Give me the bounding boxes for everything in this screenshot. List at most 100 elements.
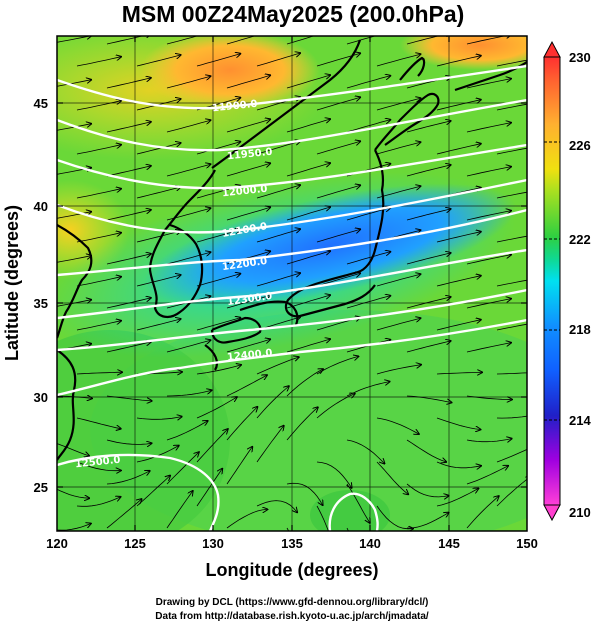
x-tick-label: 125 bbox=[124, 536, 146, 551]
streamline bbox=[406, 439, 446, 462]
streamline bbox=[166, 340, 210, 353]
streamline bbox=[436, 489, 478, 507]
streamline bbox=[496, 191, 527, 199]
height-contours bbox=[57, 64, 527, 531]
streamline bbox=[226, 375, 267, 397]
streamline bbox=[196, 429, 228, 463]
x-axis-label: Longitude (degrees) bbox=[205, 560, 378, 580]
streamline bbox=[76, 497, 121, 507]
colorbar-tick-label: 210 bbox=[569, 505, 591, 520]
streamline bbox=[466, 255, 511, 265]
streamline bbox=[406, 36, 451, 45]
colorbar-tick-label: 222 bbox=[569, 232, 591, 247]
streamline bbox=[466, 439, 512, 442]
colorbar-min-triangle bbox=[543, 504, 561, 522]
streamline bbox=[496, 415, 527, 419]
streamline bbox=[106, 122, 151, 133]
x-tick-label: 130 bbox=[202, 536, 224, 551]
streamline bbox=[466, 343, 511, 353]
x-tick-label: 120 bbox=[46, 536, 68, 551]
credit-line-data: Data from http://database.rish.kyoto-u.a… bbox=[155, 611, 429, 622]
streamline bbox=[57, 443, 89, 456]
streamline bbox=[346, 36, 377, 45]
streamline bbox=[407, 513, 449, 529]
graticule bbox=[57, 36, 527, 531]
streamline bbox=[136, 417, 182, 420]
streamline bbox=[406, 483, 449, 497]
x-tick-label: 135 bbox=[281, 536, 303, 551]
streamline bbox=[436, 320, 481, 331]
streamline bbox=[346, 120, 390, 133]
streamline bbox=[496, 147, 527, 155]
streamline bbox=[286, 339, 330, 353]
streamline bbox=[57, 256, 91, 263]
streamline bbox=[166, 491, 193, 529]
streamline bbox=[376, 274, 420, 287]
streamline bbox=[256, 185, 300, 199]
streamline bbox=[466, 79, 511, 89]
streamline bbox=[166, 452, 199, 485]
streamline bbox=[166, 164, 210, 177]
streamline bbox=[136, 187, 181, 199]
streamline bbox=[136, 231, 181, 243]
streamline bbox=[406, 297, 451, 309]
streamline bbox=[316, 185, 360, 199]
map-title: MSM 00Z24May2025 (200.0hPa) bbox=[122, 1, 465, 27]
x-tick-label: 140 bbox=[359, 536, 381, 551]
streamline bbox=[466, 466, 508, 485]
streamline bbox=[256, 426, 284, 463]
streamline bbox=[76, 189, 121, 199]
streamline bbox=[166, 120, 210, 133]
streamline bbox=[256, 273, 300, 287]
streamline bbox=[496, 323, 527, 331]
streamline bbox=[76, 372, 122, 374]
streamline bbox=[226, 509, 267, 529]
streamline bbox=[436, 232, 481, 243]
contour-label: 12000.0 bbox=[222, 184, 268, 200]
streamline bbox=[496, 476, 527, 507]
streamline bbox=[136, 143, 181, 155]
streamline bbox=[196, 274, 240, 287]
streamline bbox=[106, 471, 150, 485]
streamline bbox=[376, 54, 420, 67]
streamline bbox=[286, 75, 330, 89]
y-tick-label: 30 bbox=[34, 390, 48, 405]
streamline bbox=[166, 390, 212, 397]
streamline bbox=[286, 36, 316, 45]
streamline bbox=[376, 318, 420, 331]
streamline bbox=[406, 121, 451, 133]
streamline bbox=[436, 100, 481, 111]
streamline bbox=[226, 251, 270, 265]
streamline bbox=[106, 439, 152, 444]
streamline bbox=[496, 372, 527, 375]
streamline bbox=[166, 36, 210, 45]
streamline bbox=[316, 461, 352, 488]
streamline bbox=[466, 211, 511, 221]
streamline bbox=[496, 235, 527, 243]
streamline bbox=[376, 365, 421, 375]
streamline bbox=[376, 98, 420, 111]
streamline bbox=[196, 397, 237, 419]
colorbar-tick-label: 230 bbox=[569, 50, 591, 65]
y-tick-label: 35 bbox=[34, 296, 48, 311]
streamline bbox=[436, 417, 480, 430]
streamline bbox=[316, 97, 360, 111]
contour-label: 11900.0 bbox=[212, 99, 258, 115]
streamline bbox=[106, 210, 151, 221]
streamline bbox=[286, 163, 330, 177]
y-axis-label: Latitude (degrees) bbox=[2, 205, 22, 361]
streamline bbox=[376, 142, 420, 155]
streamline bbox=[57, 124, 91, 131]
streamline bbox=[226, 295, 270, 309]
y-tick-label: 25 bbox=[34, 480, 48, 495]
streamline bbox=[286, 251, 330, 265]
streamline bbox=[76, 461, 121, 471]
colorbar-tick-label: 214 bbox=[569, 413, 591, 428]
streamline bbox=[166, 76, 210, 89]
streamline bbox=[136, 275, 181, 287]
streamline bbox=[106, 499, 142, 529]
streamline bbox=[196, 142, 240, 155]
streamline bbox=[196, 318, 240, 331]
y-tick-label: 40 bbox=[34, 199, 48, 214]
streamline bbox=[256, 357, 299, 375]
